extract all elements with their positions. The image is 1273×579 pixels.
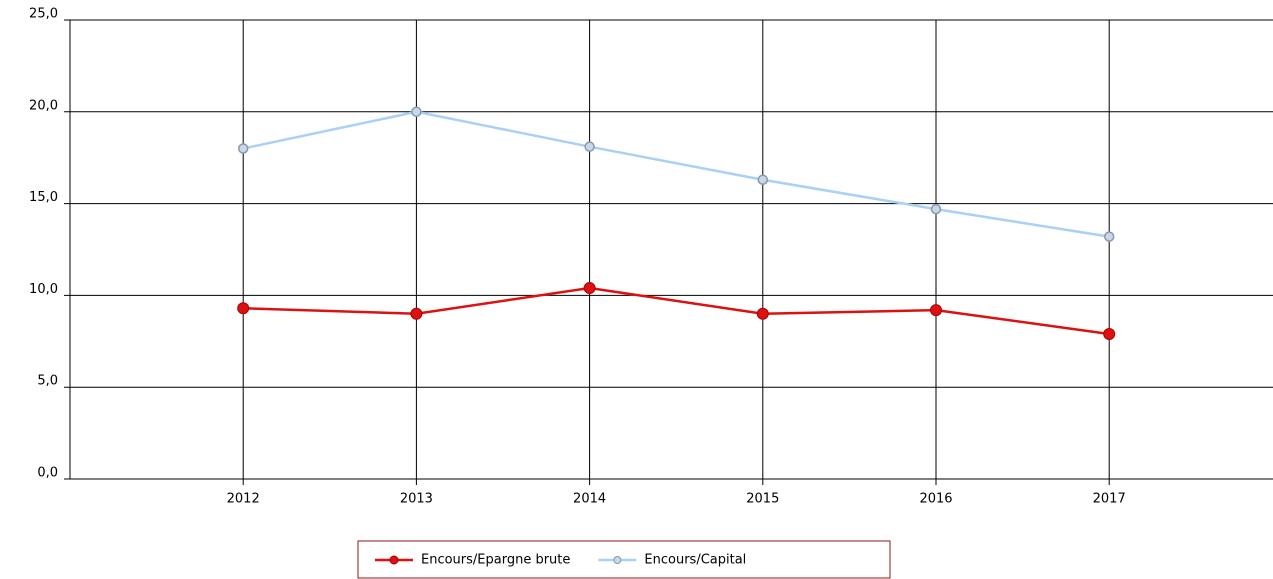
marker	[237, 143, 249, 154]
legend-label: Encours/Capital	[644, 553, 746, 568]
legend-label: Encours/Epargne brute	[421, 553, 570, 568]
x-tick-label: 2012	[227, 492, 260, 507]
x-tick-label: 2016	[919, 492, 952, 507]
x-tick-label: 2014	[573, 492, 606, 507]
x-tick-label: 2013	[400, 492, 433, 507]
legend-marker	[613, 556, 622, 564]
marker	[584, 141, 595, 152]
series-line	[243, 286, 1110, 336]
y-tick-label: 25,0	[29, 7, 58, 22]
legend-marker	[389, 555, 399, 565]
marker	[1103, 327, 1116, 340]
marker	[411, 106, 422, 118]
y-tick-label: 10,0	[29, 282, 58, 297]
marker	[756, 307, 769, 320]
series-line	[242, 110, 1110, 238]
y-tick-label: 0,0	[37, 466, 58, 481]
y-tick-label: 5,0	[37, 374, 58, 389]
marker	[1103, 231, 1115, 242]
marker	[930, 203, 942, 215]
marker	[583, 282, 596, 295]
marker	[757, 174, 769, 185]
x-tick-label: 2017	[1093, 492, 1126, 507]
marker	[237, 302, 250, 315]
marker	[410, 307, 423, 320]
y-tick-label: 15,0	[29, 190, 58, 205]
y-tick-label: 20,0	[29, 98, 58, 113]
x-tick-label: 2015	[746, 492, 779, 507]
marker	[930, 304, 942, 317]
